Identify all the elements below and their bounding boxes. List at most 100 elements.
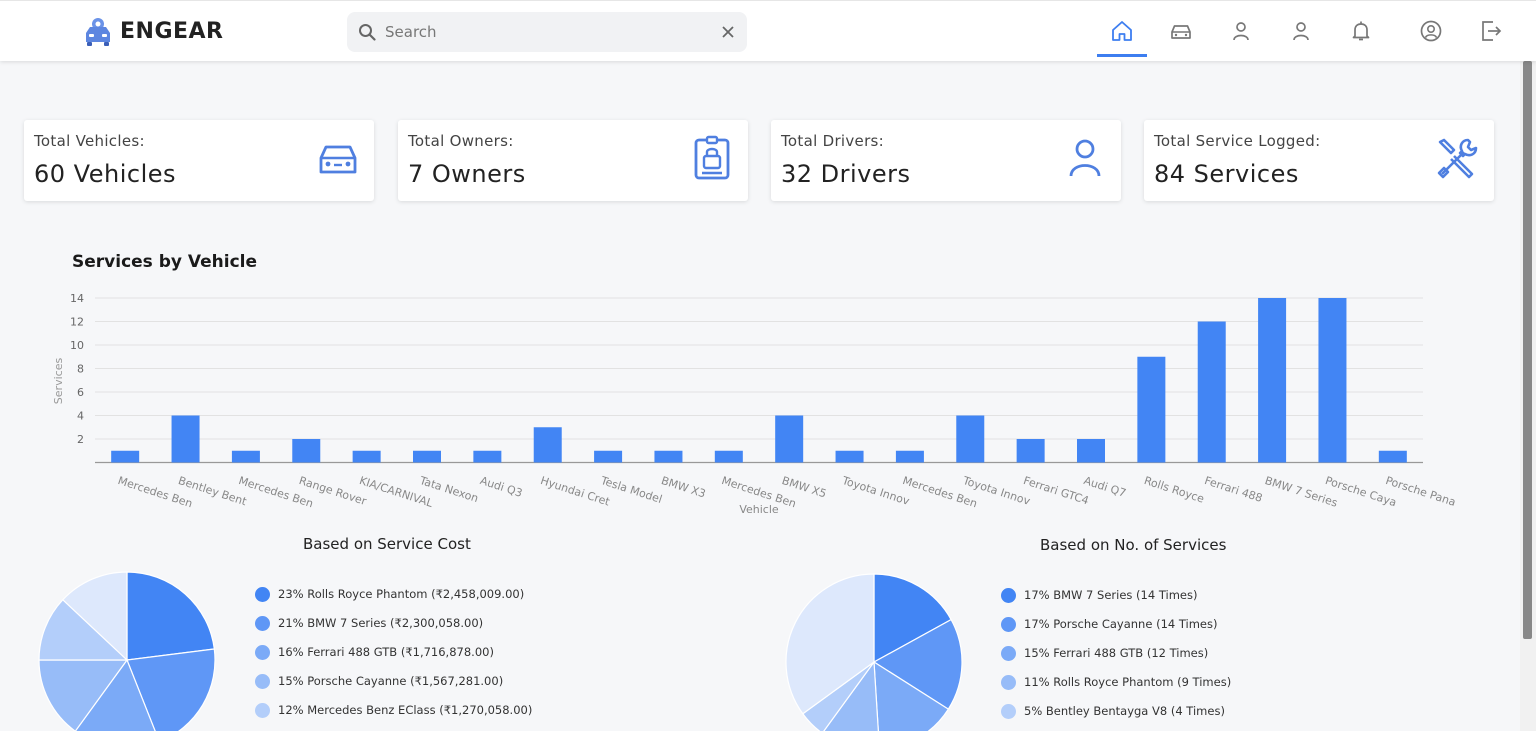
pie-slice[interactable] (38, 659, 129, 731)
pie-slice[interactable] (785, 573, 875, 715)
scrollbar-thumb[interactable] (1523, 61, 1532, 639)
legend-label: 23% Rolls Royce Phantom (₹2,458,009.00) (278, 587, 525, 601)
active-tab-indicator (1097, 54, 1147, 57)
pie-slice[interactable] (74, 658, 159, 731)
id-badge-icon (694, 135, 730, 180)
legend-color-dot (255, 616, 270, 631)
bar[interactable] (594, 450, 623, 463)
x-tick-label: Audi Q3 (478, 474, 524, 500)
home-icon[interactable] (1110, 19, 1134, 43)
clear-search-icon[interactable] (721, 25, 735, 39)
pie-slice[interactable] (873, 660, 950, 731)
legend-label: 15% Ferrari 488 GTB (12 Times) (1024, 646, 1209, 660)
pie-slice[interactable] (873, 573, 952, 664)
y-tick-label: 8 (77, 363, 84, 376)
bar[interactable] (231, 450, 260, 463)
x-tick-label: Ferrari 488 (1203, 474, 1264, 505)
car-icon (319, 145, 357, 174)
pie-count-title: Based on No. of Services (1040, 536, 1227, 554)
pie-slice[interactable] (62, 571, 128, 662)
x-tick-label: Ferrari GTC4 (1022, 474, 1091, 507)
stat-value: 60 Vehicles (34, 160, 176, 188)
stat-label: Total Vehicles: (34, 132, 145, 150)
bar-chart-title: Services by Vehicle (72, 252, 257, 272)
bar[interactable] (1258, 298, 1287, 463)
car-icon[interactable] (1169, 19, 1193, 43)
pie-slice[interactable] (126, 648, 216, 731)
pie-slice[interactable] (872, 618, 963, 710)
service-cost-pie-chart (38, 571, 216, 731)
owner-icon[interactable] (1229, 19, 1253, 43)
bar[interactable] (654, 450, 683, 463)
legend-label: 15% Porsche Cayanne (₹1,567,281.00) (278, 674, 504, 688)
bar[interactable] (352, 450, 381, 463)
stat-card-owners[interactable]: Total Owners: 7 Owners (398, 120, 748, 201)
x-axis-label: Vehicle (739, 503, 779, 516)
x-tick-label: Rolls Royce (1142, 474, 1206, 506)
service-count-pie-chart (785, 573, 963, 731)
search-icon (359, 24, 376, 41)
bar[interactable] (775, 415, 804, 463)
y-axis-label: Services (52, 358, 65, 405)
page-scrollbar[interactable] (1520, 61, 1536, 731)
bar[interactable] (1077, 439, 1105, 463)
legend-label: 17% Porsche Cayanne (14 Times) (1024, 617, 1218, 631)
y-tick-label: 4 (77, 410, 84, 423)
legend-label: 12% Mercedes Benz EClass (₹1,270,058.00) (278, 703, 533, 717)
top-navbar: ENGEAR (0, 0, 1536, 61)
bell-icon[interactable] (1349, 19, 1373, 43)
stat-card-services[interactable]: Total Service Logged: 84 Services (1144, 120, 1494, 201)
bar[interactable] (292, 439, 321, 463)
logo[interactable]: ENGEAR (82, 15, 224, 47)
legend-color-dot (1001, 617, 1016, 632)
y-tick-label: 12 (70, 316, 84, 329)
y-tick-label: 6 (77, 386, 84, 399)
bar[interactable] (1318, 298, 1347, 463)
stat-card-drivers[interactable]: Total Drivers: 32 Drivers (771, 120, 1121, 201)
person-icon (1069, 139, 1101, 177)
pie-cost-title: Based on Service Cost (303, 535, 471, 553)
car-logo-icon (86, 18, 110, 46)
bar[interactable] (413, 450, 441, 463)
bar[interactable] (1197, 321, 1226, 463)
x-tick-label: BMW X3 (660, 474, 708, 501)
legend-label: 17% BMW 7 Series (14 Times) (1024, 588, 1198, 602)
pie-slice[interactable] (38, 598, 129, 661)
bar[interactable] (956, 415, 985, 463)
bar[interactable] (1137, 356, 1166, 463)
bar[interactable] (835, 450, 864, 463)
driver-icon[interactable] (1289, 19, 1313, 43)
stat-label: Total Owners: (408, 132, 514, 150)
stat-value: 7 Owners (408, 160, 526, 188)
legend-label: 21% BMW 7 Series (₹2,300,058.00) (278, 616, 484, 630)
legend-color-dot (255, 587, 270, 602)
bar[interactable] (473, 450, 502, 463)
pie-slice[interactable] (822, 660, 879, 731)
app-name: ENGEAR (120, 18, 224, 44)
stat-label: Total Service Logged: (1154, 132, 1321, 150)
legend-color-dot (255, 674, 270, 689)
stat-value: 84 Services (1154, 160, 1299, 188)
y-tick-label: 2 (77, 433, 84, 446)
search-input[interactable] (385, 12, 705, 52)
legend-color-dot (1001, 646, 1016, 661)
bar[interactable] (1378, 450, 1407, 463)
bar[interactable] (895, 450, 924, 463)
bar[interactable] (714, 450, 743, 463)
logout-icon[interactable] (1479, 19, 1503, 43)
account-icon[interactable] (1419, 19, 1443, 43)
y-tick-label: 14 (70, 292, 84, 305)
bar[interactable] (171, 415, 200, 463)
legend-color-dot (1001, 588, 1016, 603)
legend-color-dot (1001, 704, 1016, 719)
bar[interactable] (1016, 439, 1045, 463)
y-tick-label: 10 (70, 339, 84, 352)
stat-label: Total Drivers: (781, 132, 885, 150)
stat-card-vehicles[interactable]: Total Vehicles: 60 Vehicles (24, 120, 374, 201)
pie-slice[interactable] (126, 571, 215, 661)
bar[interactable] (533, 427, 562, 463)
tools-icon (1437, 138, 1478, 179)
legend-label: 11% Rolls Royce Phantom (9 Times) (1024, 675, 1232, 689)
bar[interactable] (111, 450, 140, 463)
